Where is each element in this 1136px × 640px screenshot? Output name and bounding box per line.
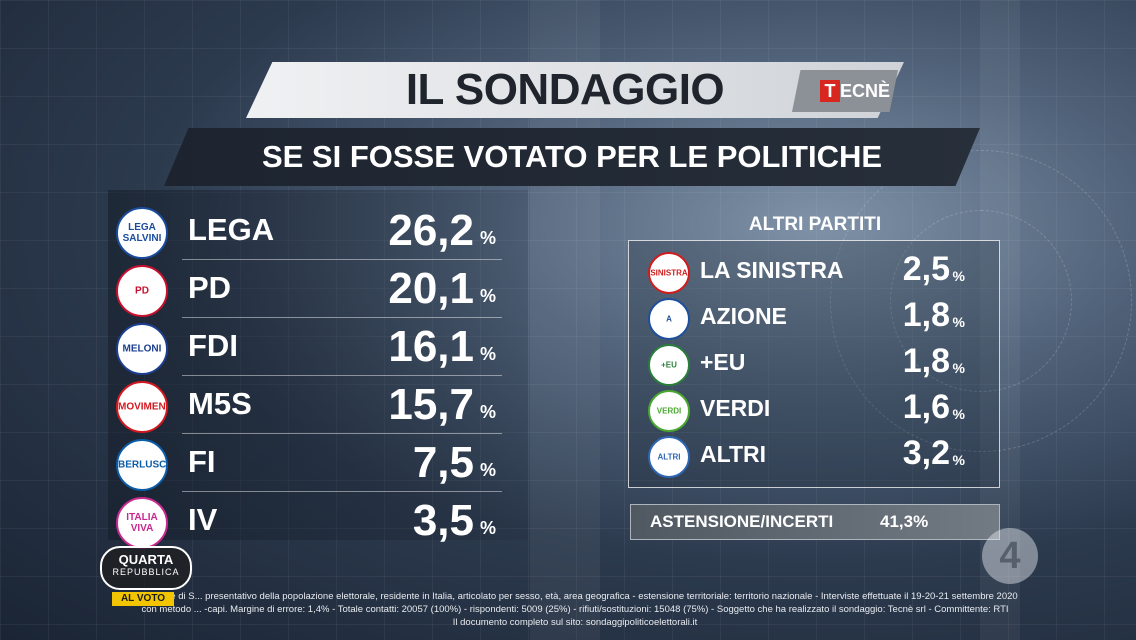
- party-logo-text: LEGA SALVINI: [122, 222, 162, 244]
- party-logo-icon: MOVIMENTO: [116, 381, 168, 433]
- page-title: IL SONDAGGIO: [405, 65, 725, 114]
- show-logo-line1: QUARTA: [118, 552, 174, 567]
- party-logo-icon: +EU: [648, 344, 690, 386]
- party-logo-icon: ITALIA VIVA: [116, 497, 168, 549]
- party-logo-text: ITALIA VIVA: [126, 512, 158, 534]
- percent-sign: %: [479, 286, 496, 306]
- party-name: +EU: [700, 349, 746, 375]
- party-logo-text: MOVIMENTO: [118, 401, 166, 413]
- show-logo-line2: REPUBBLICA: [112, 567, 180, 577]
- percent-sign: %: [479, 344, 496, 364]
- show-tag: AL VOTO: [112, 592, 174, 606]
- party-logo-text: SINISTRA: [650, 268, 688, 278]
- party-name: IV: [188, 502, 218, 537]
- abstention-box: [630, 504, 1000, 540]
- abstention-label: ASTENSIONE/INCERTI: [650, 512, 834, 531]
- other-parties-box: [628, 240, 1000, 488]
- party-logo-text: VERDI: [656, 406, 682, 416]
- channel-logo: 4: [982, 528, 1038, 584]
- pollster-logo-text: ECNÈ: [840, 81, 891, 101]
- abstention-value: 41,3%: [880, 512, 929, 531]
- other-party-row: A AZIONE 1,8%: [640, 294, 990, 340]
- row-divider: [182, 433, 502, 434]
- party-logo-icon: LEGA SALVINI: [116, 207, 168, 259]
- party-name: M5S: [188, 386, 252, 421]
- other-party-row: SINISTRA LA SINISTRA 2,5%: [640, 248, 990, 294]
- pollster-logo-mark: T: [820, 80, 840, 102]
- party-row: BERLUSCONI FI 7,5%: [112, 434, 502, 492]
- row-divider: [182, 259, 502, 260]
- percent-sign: %: [952, 268, 965, 284]
- party-value: 15,7: [388, 380, 474, 429]
- percent-sign: %: [952, 452, 965, 468]
- percent-sign: %: [952, 406, 965, 422]
- percent-sign: %: [479, 228, 496, 248]
- footer-line: Campione di S... presentativo della popo…: [132, 591, 1018, 602]
- percent-sign: %: [479, 518, 496, 538]
- party-name: LA SINISTRA: [700, 257, 844, 283]
- party-logo-text: +EU: [661, 360, 677, 370]
- party-logo-text: ALTRI: [657, 452, 681, 462]
- footer-line: con metodo ... -capi. Margine di errore:…: [141, 604, 1009, 615]
- background-ring: [830, 150, 1132, 452]
- party-logo-icon: ALTRI: [648, 436, 690, 478]
- party-value: 1,8: [902, 296, 950, 334]
- row-divider: [182, 491, 502, 492]
- other-party-row: +EU +EU 1,8%: [640, 340, 990, 386]
- other-party-row: ALTRI ALTRI 3,2%: [640, 432, 990, 478]
- party-logo-text: BERLUSCONI: [118, 459, 167, 471]
- subtitle-banner: [164, 128, 980, 186]
- party-logo-text: A: [666, 314, 672, 324]
- party-name: FDI: [188, 328, 238, 363]
- percent-sign: %: [479, 402, 496, 422]
- percent-sign: %: [479, 460, 496, 480]
- party-value: 3,5: [412, 496, 474, 545]
- party-value: 2,5: [902, 250, 950, 288]
- party-logo-text: PD: [135, 285, 149, 297]
- party-name: VERDI: [700, 395, 771, 421]
- party-logo-icon: BERLUSCONI: [116, 439, 168, 491]
- other-party-row: VERDI VERDI 1,6%: [640, 386, 990, 432]
- party-name: ALTRI: [700, 441, 767, 467]
- footer-line: Il documento completo sul sito: sondaggi…: [452, 617, 698, 628]
- party-value: 3,2: [902, 434, 950, 472]
- pollster-logo: [792, 70, 898, 112]
- party-row: MOVIMENTO M5S 15,7%: [112, 376, 502, 434]
- party-row: LEGA SALVINI LEGA 26,2%: [112, 202, 502, 260]
- page-subtitle: SE SI FOSSE VOTATO PER LE POLITICHE: [261, 139, 883, 174]
- background-ring: [890, 210, 1072, 392]
- party-value: 16,1: [388, 322, 474, 371]
- show-logo: QUARTA REPUBBLICA: [100, 546, 192, 590]
- row-divider: [182, 375, 502, 376]
- party-value: 20,1: [388, 264, 474, 313]
- party-logo-icon: PD: [116, 265, 168, 317]
- party-name: PD: [188, 270, 232, 305]
- party-row: PD PD 20,1%: [112, 260, 502, 318]
- other-parties-heading: ALTRI PARTITI: [748, 214, 882, 235]
- party-name: AZIONE: [700, 303, 787, 329]
- party-value: 26,2: [388, 206, 474, 255]
- row-divider: [182, 317, 502, 318]
- methodology-footer: Campione di S... presentativo della popo…: [40, 590, 1110, 629]
- main-results-panel: [108, 190, 528, 540]
- party-logo-icon: MELONI: [116, 323, 168, 375]
- party-name: LEGA: [188, 212, 275, 247]
- percent-sign: %: [952, 360, 965, 376]
- party-value: 7,5: [412, 438, 474, 487]
- party-name: FI: [188, 444, 216, 479]
- party-row: ITALIA VIVA IV 3,5%: [112, 492, 502, 550]
- party-logo-icon: VERDI: [648, 390, 690, 432]
- party-logo-text: MELONI: [122, 343, 162, 355]
- party-logo-icon: A: [648, 298, 690, 340]
- party-logo-icon: SINISTRA: [648, 252, 690, 294]
- party-value: 1,6: [902, 388, 950, 426]
- party-row: MELONI FDI 16,1%: [112, 318, 502, 376]
- percent-sign: %: [952, 314, 965, 330]
- party-value: 1,8: [902, 342, 950, 380]
